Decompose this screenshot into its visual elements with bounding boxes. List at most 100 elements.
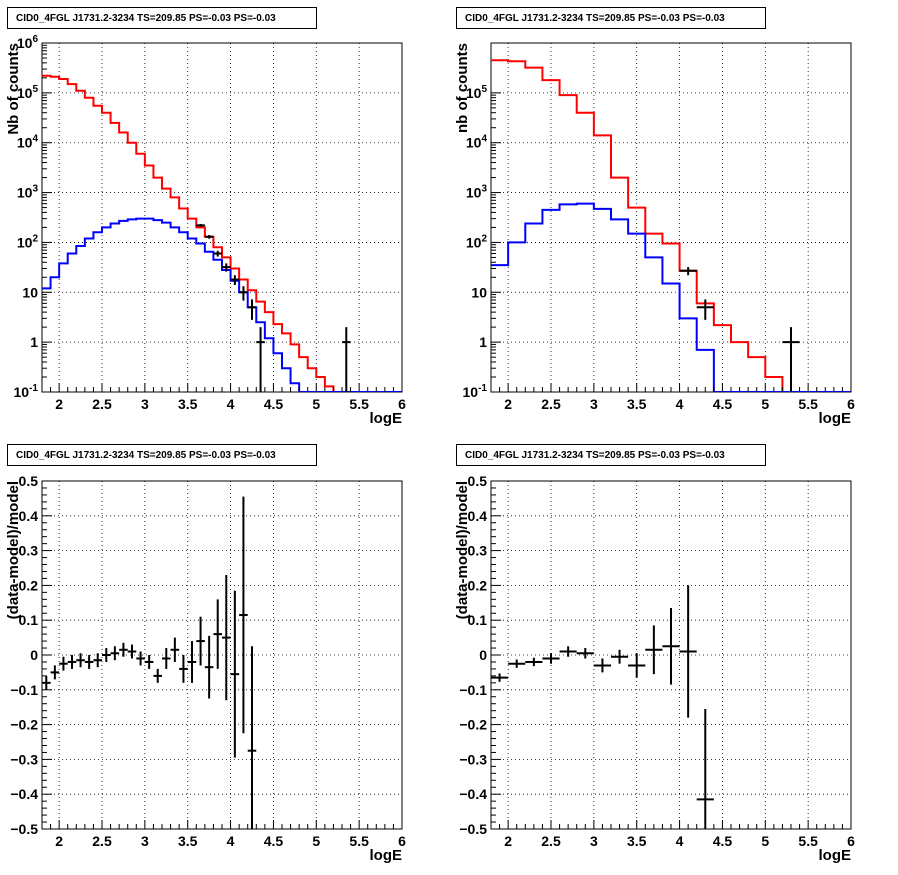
data-point-12 (136, 651, 145, 666)
y-tick-label: 103 (17, 184, 39, 201)
data-point-5 (230, 275, 240, 286)
data-point-3 (213, 250, 222, 257)
y-tick-label: 0.3 (468, 543, 488, 559)
plot-area (491, 585, 714, 829)
y-tick-label: −0.4 (459, 786, 487, 802)
x-tick-label: 4 (227, 396, 235, 412)
x-tick-label: 6 (398, 396, 406, 412)
x-tick-label: 6 (847, 396, 855, 412)
panel-1: 2 2.5 3 3.5 4 4.5 5 5.5 6 10-1 1 10 102 103 104 105 106 l… (5, 34, 406, 427)
y-tick-label: −0.5 (10, 821, 38, 837)
data-point-7 (247, 299, 257, 320)
data-point-3 (525, 657, 543, 667)
x-tick-label: 4.5 (713, 396, 733, 412)
panel-3-title: CID0_4FGL J1731.2-3234 TS=209.85 PS=-0.0… (7, 444, 317, 466)
data-point-1 (196, 223, 205, 227)
plot-frame (41, 42, 403, 393)
data-point-10 (119, 642, 128, 657)
data-point-13 (144, 655, 154, 669)
x-tick-label: 5 (312, 396, 320, 412)
data-point-3 (782, 327, 800, 392)
y-tick-label: 102 (466, 233, 488, 250)
x-tick-label: 5 (312, 833, 320, 849)
data-point-15 (162, 648, 171, 669)
data-point-7 (93, 653, 102, 668)
panel-2: 2 2.5 3 3.5 4 4.5 5 5.5 6 10-1 1 10 102 103 104 105 logE… (454, 42, 855, 427)
data-point-1 (491, 673, 509, 682)
x-tick-label: 6 (847, 833, 855, 849)
y-tick-label: 103 (466, 184, 488, 201)
data-point-18 (187, 641, 197, 683)
data-point-11 (662, 608, 680, 685)
x-tick-label: 4.5 (264, 833, 284, 849)
y-tick-label: −0.1 (10, 682, 38, 698)
data-point-9 (628, 653, 646, 678)
y-tick-label: −0.4 (10, 786, 38, 802)
data-point-6 (84, 655, 94, 669)
x-tick-label: 2.5 (92, 833, 112, 849)
data-point-2 (204, 234, 214, 239)
data-point-9 (342, 327, 351, 392)
x-axis-label: logE (370, 847, 403, 864)
data-point-3 (59, 656, 68, 671)
y-tick-label: 104 (17, 134, 39, 151)
x-axis-label: logE (819, 410, 852, 427)
y-tick-label: 0.5 (19, 473, 39, 489)
data-point-2 (696, 299, 714, 320)
y-axis-label: (data-model)/model (5, 481, 22, 619)
x-tick-label: 4 (676, 396, 684, 412)
x-tick-label: 3 (590, 833, 598, 849)
x-tick-label: 5.5 (349, 396, 369, 412)
x-tick-label: 3 (590, 396, 598, 412)
x-tick-label: 3 (141, 833, 149, 849)
y-tick-label: 0.4 (468, 508, 488, 524)
panel-1-title: CID0_4FGL J1731.2-3234 TS=209.85 PS=-0.0… (7, 7, 317, 29)
data-point-21 (213, 599, 222, 669)
x-tick-label: 2 (504, 396, 512, 412)
y-tick-label: 10 (471, 284, 487, 300)
y-tick-label: 1 (30, 334, 38, 350)
data-point-4 (67, 655, 77, 669)
data-point-14 (153, 668, 162, 683)
y-tick-label: 106 (17, 34, 39, 51)
y-tick-label: 0.5 (468, 473, 488, 489)
series-line-1 (491, 59, 851, 392)
plot-area (491, 59, 851, 392)
data-point-16 (170, 637, 180, 662)
y-tick-label: 105 (17, 84, 39, 101)
data-point-5 (559, 646, 577, 657)
y-tick-label: 10-1 (14, 383, 39, 400)
y-tick-label: −0.3 (459, 751, 487, 767)
data-point-8 (611, 649, 629, 664)
x-tick-label: 5.5 (798, 833, 818, 849)
x-tick-label: 2.5 (92, 396, 112, 412)
plot-area (42, 496, 257, 829)
y-tick-label: −0.2 (459, 717, 487, 733)
panel-4: 2 2.5 3 3.5 4 4.5 5 5.5 6 −0.5 −0.4 −0.3 −0.2 −0.1 0 0.… (454, 473, 855, 864)
data-point-20 (204, 635, 214, 699)
plot-frame (490, 42, 852, 393)
x-tick-label: 3 (141, 396, 149, 412)
x-tick-label: 6 (398, 833, 406, 849)
y-tick-label: −0.2 (10, 717, 38, 733)
data-point-6 (576, 648, 594, 659)
data-point-4 (542, 653, 560, 664)
x-tick-label: 5.5 (798, 396, 818, 412)
x-tick-label: 5 (761, 396, 769, 412)
plot-area (42, 74, 402, 392)
y-tick-label: 0.1 (19, 612, 39, 628)
x-tick-label: 4 (227, 833, 235, 849)
y-axis-label: Nb of counts (5, 43, 22, 135)
y-tick-label: 0.3 (19, 543, 39, 559)
data-point-8 (102, 648, 111, 662)
y-tick-label: −0.5 (459, 821, 487, 837)
x-axis-label: logE (819, 847, 852, 864)
x-tick-label: 3.5 (627, 833, 647, 849)
x-tick-label: 5.5 (349, 833, 369, 849)
data-point-7 (593, 658, 611, 673)
data-point-13 (696, 708, 714, 829)
x-tick-label: 3.5 (178, 833, 198, 849)
data-point-23 (230, 590, 240, 758)
y-tick-label: 0 (479, 647, 487, 663)
